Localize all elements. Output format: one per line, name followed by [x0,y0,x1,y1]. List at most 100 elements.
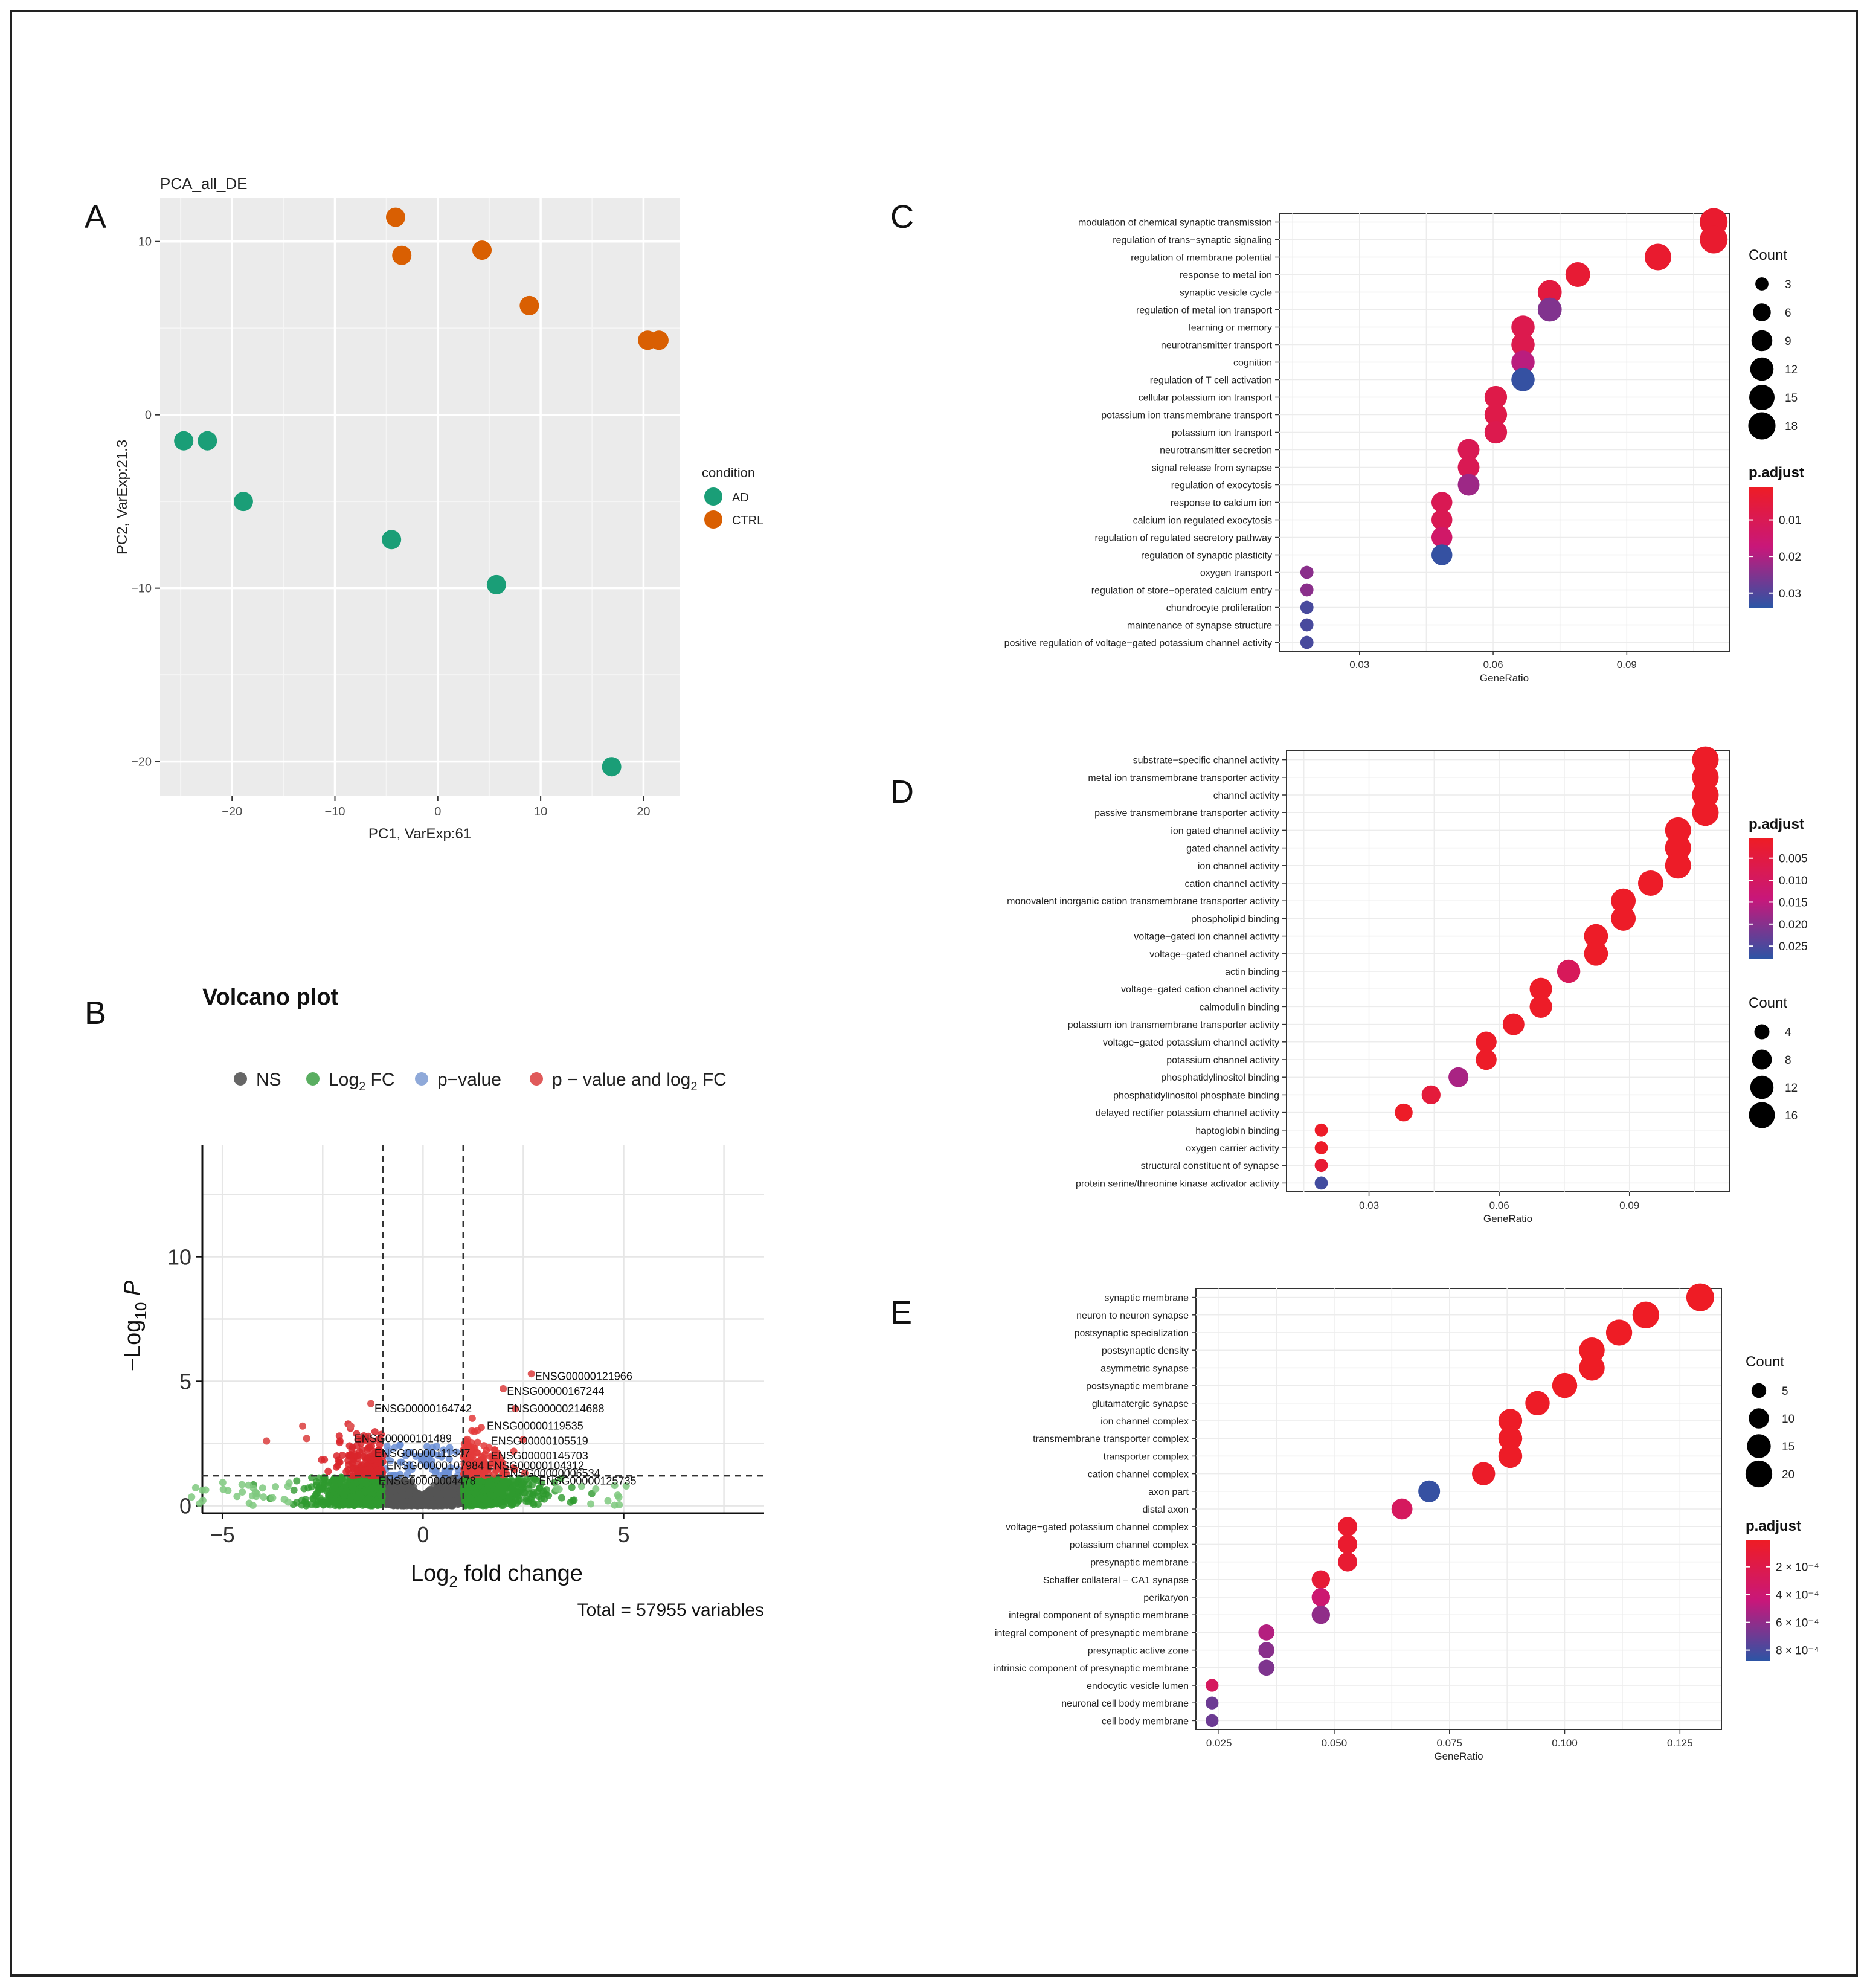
volcano-point-fc [199,1496,207,1504]
dotplot-c-dot [1431,509,1453,530]
volcano-point-fc [310,1495,318,1503]
dotplot-c-term-label: regulation of trans−synaptic signaling [1113,236,1272,246]
dotplot-e-size-legend-label: 15 [1782,1441,1794,1453]
figure-frame [10,10,1858,1977]
dotplot-c-size-legend-key [1748,412,1776,440]
dotplot-d-size-legend-key [1754,1024,1770,1040]
volcano-legend-key [234,1072,247,1086]
volcano-gene-label: ENSG00000101489 [355,1432,452,1444]
dotplot-e-size-legend-title: Count [1746,1354,1784,1370]
volcano-point-fc [509,1486,516,1494]
volcano-point-fc [269,1494,277,1502]
dotplot-d-size-legend-label: 16 [1785,1110,1798,1122]
volcano-point-p [403,1464,411,1472]
volcano-point-fc [501,1486,509,1494]
dotplot-e-dot [1206,1679,1219,1692]
dotplot-e-dot [1605,1319,1633,1346]
volcano-point-sig [477,1452,485,1460]
dotplot-e-term-label: postsynaptic specialization [1075,1328,1189,1339]
dotplot-d-term-label: voltage−gated potassium channel activity [1103,1038,1279,1048]
volcano-point-sig [491,1446,499,1454]
volcano-point-sig [336,1439,344,1447]
volcano-point-fc [219,1485,227,1493]
dotplot-e-dot [1552,1372,1578,1398]
volcano-point-ns [434,1478,442,1485]
dotplot-c-term-label: regulation of membrane potential [1131,253,1272,263]
volcano-gene-label: ENSG00000145703 [491,1450,588,1462]
volcano-point-sig [344,1457,352,1465]
volcano-point-fc [355,1501,363,1508]
dotplot-c-dot [1431,527,1453,548]
dotplot-e-colorbar-label: 8 × 10⁻⁴ [1776,1645,1819,1658]
dotplot-c-dot [1300,635,1314,649]
volcano-point-fc [504,1478,512,1486]
volcano-gene-label: ENSG00000107984 [387,1460,484,1472]
volcano-gene-label: ENSG00000214688 [507,1403,604,1415]
volcano-point-sig [511,1465,519,1473]
volcano-point-fc [495,1482,503,1490]
dotplot-d-colorbar-label: 0.025 [1779,941,1808,953]
dotplot-e-dot [1472,1462,1496,1485]
volcano-point-fc [611,1501,619,1509]
volcano-point-fc [320,1478,327,1485]
volcano-point-sig [492,1467,500,1475]
volcano-point-fc [373,1498,381,1506]
volcano-point-sig [338,1452,346,1459]
dotplot-c-term-label: regulation of store−operated calcium ent… [1091,586,1272,596]
dotplot-d-dot [1395,1103,1413,1122]
dotplot-c-dot [1457,439,1480,461]
volcano-gene-label: ENSG00000121966 [535,1370,632,1382]
dotplot-c-term-label: response to metal ion [1180,271,1272,281]
dotplot-c-dot [1300,600,1314,614]
panel-letter-c: C [890,199,914,235]
dotplot-e-term-label: integral component of synaptic membrane [1009,1610,1189,1621]
dotplot-d-color-legend-title: p.adjust [1749,816,1804,832]
volcano-point-fc [347,1493,355,1501]
dotplot-e-tick-label-x: 0.100 [1552,1737,1578,1749]
dotplot-e-term-label: endocytic vesicle lumen [1087,1681,1189,1691]
volcano-point-p [412,1452,420,1460]
dotplot-d-dot [1448,1067,1469,1087]
volcano-point-fc [498,1502,506,1510]
volcano-point-fc [320,1501,327,1508]
dotplot-e-term-label: neuron to neuron synapse [1076,1311,1189,1321]
dotplot-d-dot [1529,995,1552,1018]
dotplot-c-term-label: oxygen transport [1200,568,1273,579]
volcano-point-fc [202,1486,210,1494]
dotplot-c-size-legend-label: 18 [1785,420,1798,433]
dotplot-e-term-label: distal axon [1143,1505,1189,1515]
dotplot-c-term-label: modulation of chemical synaptic transmis… [1078,218,1272,228]
dotplot-c-term-label: cognition [1233,358,1272,368]
volcano-point-p [423,1443,431,1450]
panel-letter-e: E [890,1295,913,1331]
volcano-point-fc [577,1482,585,1490]
dotplot-c-term-label: neurotransmitter secretion [1160,446,1272,456]
volcano-point-sig [335,1432,343,1440]
dotplot-e-colorbar [1746,1540,1770,1661]
dotplot-e-dot [1632,1301,1659,1328]
dotplot-e-tick-label-x: 0.075 [1436,1737,1462,1749]
dotplot-d-colorbar-label: 0.015 [1779,896,1808,909]
dotplot-c-color-legend-title: p.adjust [1749,465,1804,481]
volcano-point-fc [521,1478,529,1485]
volcano-point-sig [364,1454,372,1462]
dotplot-c-term-label: synaptic vesicle cycle [1180,288,1272,298]
volcano-point-sig [335,1456,342,1464]
dotplot-d-term-label: potassium ion transmembrane transporter … [1068,1020,1279,1031]
volcano-point-fc [464,1496,472,1504]
dotplot-e-term-label: presynaptic active zone [1088,1646,1189,1656]
volcano-point-fc [326,1491,333,1499]
dotplot-d-term-label: gated channel activity [1186,844,1279,854]
dotplot-e-dot [1311,1605,1331,1624]
volcano-point-fc [484,1477,492,1485]
volcano-point-fc [191,1484,199,1491]
volcano-point-fc [568,1484,576,1491]
dotplot-d-dot [1611,906,1636,931]
dotplot-e-size-legend-label: 20 [1782,1468,1794,1481]
dotplot-d-dot [1421,1085,1441,1105]
dotplot-c-term-label: regulation of synaptic plasticity [1141,551,1272,561]
dotplot-c-dot [1457,456,1480,478]
volcano-point-sig [374,1435,382,1443]
volcano-point-sig [356,1448,364,1456]
pca-point-ad [198,431,217,451]
